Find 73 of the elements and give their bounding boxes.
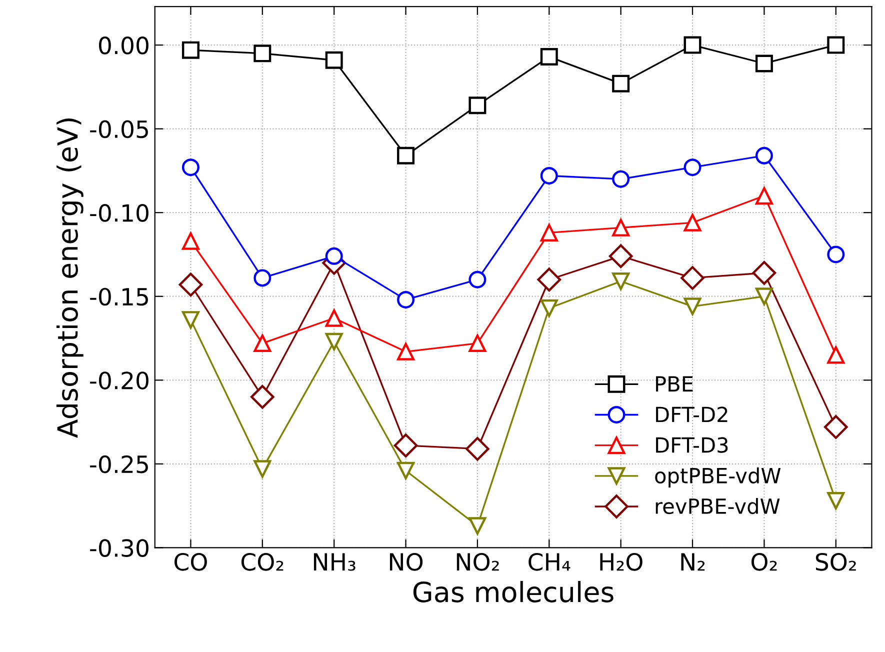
point [684, 298, 702, 316]
point [325, 332, 343, 350]
point [684, 214, 702, 232]
point [468, 270, 486, 288]
x-tick-label: SO₂ [816, 552, 856, 571]
y-axis-title: Adsorption energy (eV) [56, 118, 84, 438]
point [325, 309, 343, 327]
legend-label: optPBE-vdW [655, 467, 781, 488]
point [755, 187, 773, 205]
point [755, 146, 773, 164]
point [612, 170, 630, 188]
legend-label: revPBE-vdW [656, 498, 780, 514]
point [608, 244, 633, 268]
y-tick-label: 0.00 [99, 36, 148, 54]
point [397, 290, 415, 308]
point [397, 342, 415, 360]
point [540, 166, 558, 184]
point [254, 269, 272, 287]
point [824, 415, 848, 439]
point [612, 272, 630, 290]
point [684, 36, 702, 54]
point [827, 346, 845, 364]
x-tick-label: N₂ [681, 553, 705, 571]
point [182, 311, 200, 329]
point [752, 261, 776, 285]
point [325, 247, 343, 265]
point [540, 299, 558, 317]
point [684, 158, 702, 176]
point [250, 384, 274, 409]
point [612, 218, 630, 236]
point [468, 334, 486, 352]
x-tick-label: CH₄ [528, 552, 570, 571]
x-tick-label: H₂O [600, 552, 642, 571]
point [680, 266, 704, 290]
point [182, 232, 200, 250]
x-tick-label: CO₂ [241, 552, 284, 571]
x-tick-label: NH₃ [314, 553, 356, 571]
legend-label: PBE [656, 376, 693, 392]
x-tick-label: NO [390, 552, 423, 571]
point [755, 288, 773, 306]
point [254, 334, 272, 352]
point [468, 517, 486, 535]
point [466, 436, 490, 461]
point [397, 146, 415, 164]
y-tick-label: -0.20 [90, 372, 148, 390]
point [254, 44, 272, 62]
y-tick-label: -0.10 [90, 204, 148, 222]
point [755, 54, 773, 72]
y-tick-label: -0.30 [90, 539, 148, 557]
point [394, 434, 418, 458]
y-tick-label: -0.15 [90, 288, 148, 306]
point [182, 158, 200, 176]
point [325, 51, 343, 69]
x-tick-label: NO₂ [456, 552, 499, 571]
point [468, 96, 486, 114]
legend-label: DFT-D2 [656, 406, 728, 422]
point [254, 460, 272, 478]
point [537, 268, 562, 292]
y-tick-label: -0.25 [90, 455, 148, 474]
y-tick-label: -0.05 [90, 120, 148, 138]
x-tick-label: O₂ [751, 552, 777, 571]
point [827, 492, 845, 510]
x-axis-title: Gas molecules [413, 580, 614, 602]
point [827, 246, 845, 264]
point [178, 272, 203, 297]
point [397, 462, 415, 480]
point [612, 74, 630, 92]
legend-label: DFT-D3 [656, 437, 728, 453]
x-tick-label: CO [174, 552, 207, 571]
point [827, 36, 845, 54]
point [182, 41, 200, 59]
point [540, 48, 558, 66]
point [540, 224, 558, 242]
